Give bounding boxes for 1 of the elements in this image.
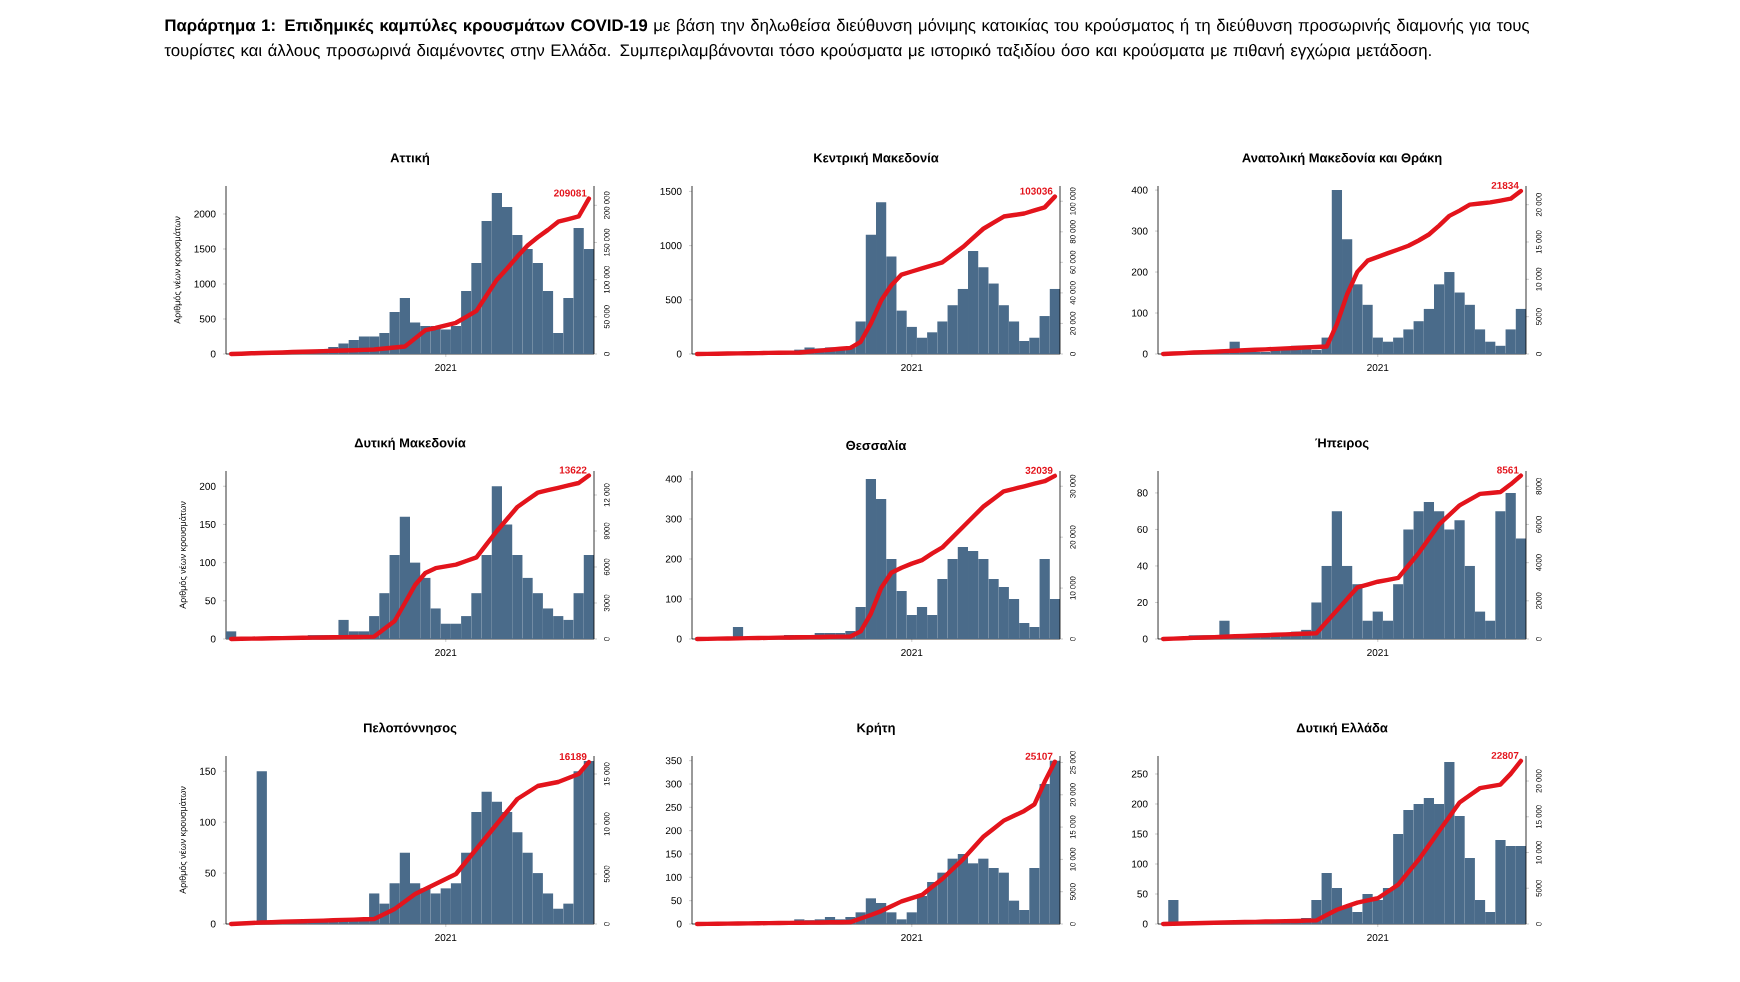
text: Παράρτημα 1: Επιδημικές καμπύλες κρουσμάτων COVID-19 με βάση την δηλωθείσα διεύθυνση μόνιμης κατοικίας του κρούσματος ή τη διεύθυνση προσωρινής διαμονής για τους τουρίστες και άλλους προσωρινά διαμένοντες στην Ελλάδα. Συμπεριλαμβάνονται τόσο κρούσματα με ιστορικό ταξιδίου όσο και κρούσματα με πιθανή εγχώρια μετάδοση. (164, 18, 1530, 60)
